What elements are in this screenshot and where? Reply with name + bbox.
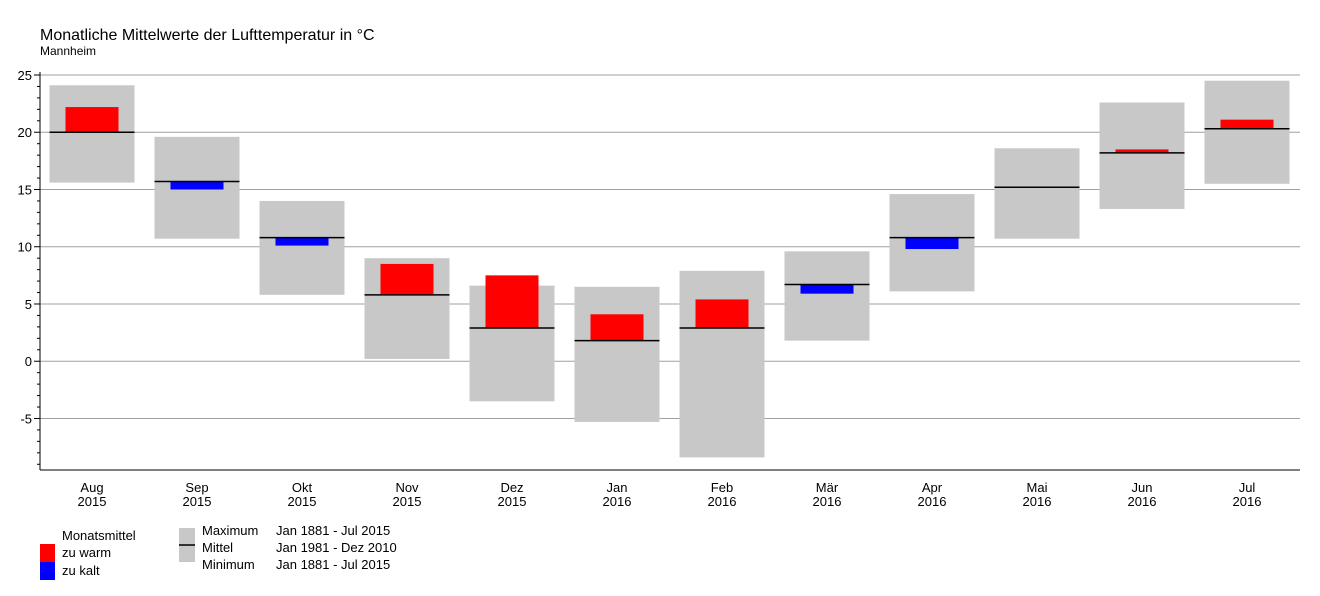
legend-warm-swatch	[40, 544, 55, 562]
chart-subtitle: Mannheim	[40, 44, 96, 58]
warm-bar	[695, 299, 749, 329]
y-tick-label: 0	[25, 354, 32, 369]
x-tick-month: Dez	[500, 480, 523, 495]
warm-bar	[1115, 149, 1169, 153]
cold-bar	[905, 237, 959, 250]
legend-cold: zu kalt	[62, 563, 100, 578]
x-tick-month: Jan	[607, 480, 628, 495]
range-box	[574, 286, 660, 422]
x-tick-year: 2016	[1023, 494, 1052, 509]
warm-bar	[380, 263, 434, 295]
chart-title: Monatliche Mittelwerte der Lufttemperatu…	[40, 27, 375, 44]
y-tick-label: -5	[20, 411, 32, 426]
legend-max-period: Jan 1881 - Jul 2015	[276, 523, 390, 538]
x-tick-year: 2015	[78, 494, 107, 509]
x-tick-year: 2016	[1233, 494, 1262, 509]
legend-min-label: Minimum	[202, 557, 255, 572]
x-tick-year: 2016	[603, 494, 632, 509]
x-tick-month: Nov	[395, 480, 419, 495]
x-tick-month: Jun	[1132, 480, 1153, 495]
x-tick-year: 2016	[813, 494, 842, 509]
legend: Monatsmittel zu warm zu kalt Maximum Jan…	[40, 523, 397, 580]
legend-warm: zu warm	[62, 545, 111, 560]
legend-mean-period: Jan 1981 - Dez 2010	[276, 540, 397, 555]
y-tick-label: 15	[18, 182, 32, 197]
y-tick-label: 20	[18, 125, 32, 140]
x-tick-year: 2015	[498, 494, 527, 509]
x-tick-month: Aug	[80, 480, 103, 495]
range-box	[994, 148, 1080, 239]
legend-cold-swatch	[40, 562, 55, 580]
range-box	[679, 270, 765, 458]
x-tick-month: Apr	[922, 480, 943, 495]
range-box	[1099, 102, 1185, 209]
y-tick-label: 10	[18, 240, 32, 255]
range-box	[1204, 80, 1290, 184]
x-tick-year: 2015	[288, 494, 317, 509]
range-box	[259, 200, 345, 295]
warm-bar	[1220, 119, 1274, 129]
x-tick-year: 2016	[708, 494, 737, 509]
legend-min-period: Jan 1881 - Jul 2015	[276, 557, 390, 572]
x-tick-month: Jul	[1239, 480, 1256, 495]
x-tick-year: 2015	[183, 494, 212, 509]
legend-monatsmittel: Monatsmittel	[62, 528, 136, 543]
range-box	[49, 85, 135, 183]
x-tick-month: Sep	[185, 480, 208, 495]
x-tick-month: Mär	[816, 480, 839, 495]
cold-bar	[800, 284, 854, 294]
y-tick-label: 25	[18, 68, 32, 83]
x-tick-month: Feb	[711, 480, 733, 495]
warm-bar	[485, 275, 539, 329]
legend-max-label: Maximum	[202, 523, 258, 538]
warm-bar	[590, 314, 644, 341]
range-box	[784, 251, 870, 341]
x-tick-month: Mai	[1027, 480, 1048, 495]
x-tick-month: Okt	[292, 480, 313, 495]
cold-bar	[275, 237, 329, 246]
x-tick-year: 2015	[393, 494, 422, 509]
x-tick-year: 2016	[918, 494, 947, 509]
cold-bar	[170, 181, 224, 190]
legend-mean-label: Mittel	[202, 540, 233, 555]
y-tick-label: 5	[25, 297, 32, 312]
warm-bar	[65, 107, 119, 133]
x-tick-year: 2016	[1128, 494, 1157, 509]
